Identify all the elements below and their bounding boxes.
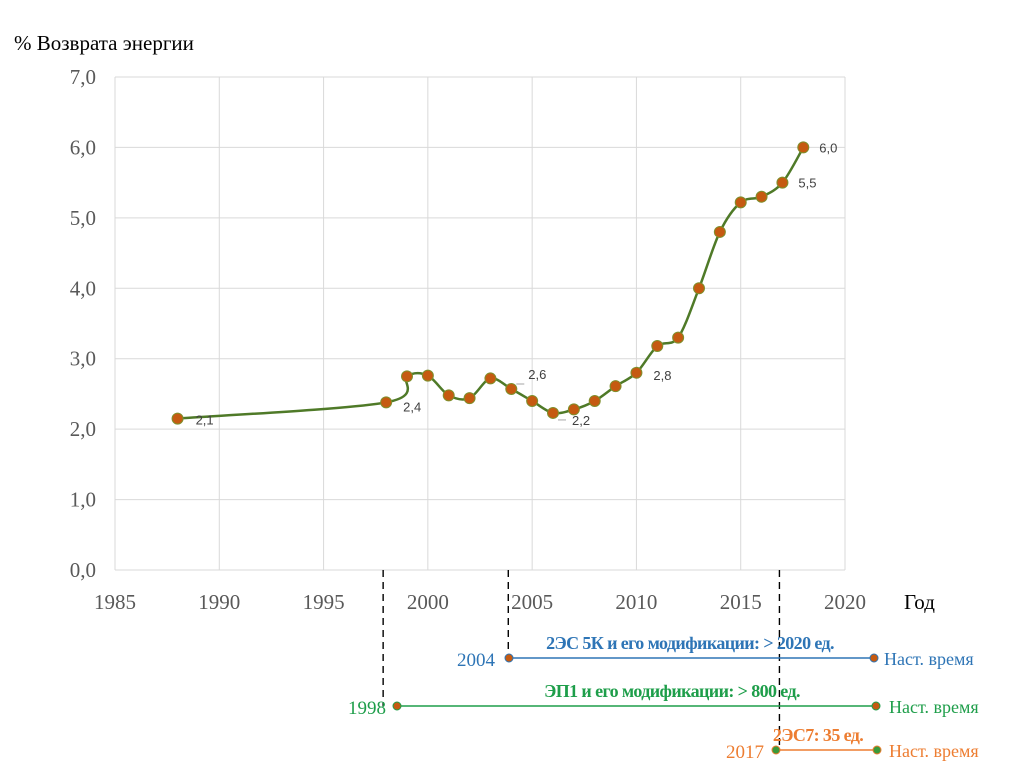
- timeline-start-label: 2004: [457, 650, 496, 671]
- x-tick-label: 2015: [720, 590, 762, 614]
- timeline-text: 2ЭС7: 35 ед.: [773, 725, 863, 745]
- data-label: 2,8: [653, 368, 671, 383]
- data-point: [567, 403, 580, 416]
- data-point: [651, 340, 664, 353]
- timeline-end-label: Наст. время: [889, 741, 979, 761]
- data-point: [609, 380, 622, 393]
- data-label: 6,0: [819, 140, 837, 155]
- x-tick-label: 1990: [198, 590, 240, 614]
- data-point: [401, 370, 413, 383]
- data-point: [693, 282, 705, 295]
- data-point: [463, 392, 476, 405]
- timeline-start-dot: [504, 653, 514, 663]
- x-tick-label: 2010: [615, 590, 657, 614]
- timeline-end-dot: [871, 701, 881, 711]
- timeline-text: ЭП1 и его модификации: > 800 ед.: [544, 681, 800, 701]
- data-label: 2,6: [528, 367, 546, 382]
- grid: [114, 76, 846, 571]
- data-point: [484, 372, 497, 385]
- timeline-end-label: Наст. время: [889, 697, 979, 717]
- x-tick-label: 2020: [824, 590, 866, 614]
- y-tick-label: 1,0: [70, 488, 96, 512]
- y-axis-title: % Возврата энергии: [14, 31, 194, 55]
- timeline-text: 2ЭС 5К и его модификации: > 2020 ед.: [546, 633, 834, 653]
- data-label: 2,4: [403, 399, 421, 414]
- data-point: [505, 382, 518, 395]
- data-point: [672, 331, 685, 344]
- y-tick-label: 2,0: [70, 417, 96, 441]
- data-point: [630, 366, 643, 379]
- x-tick-label: 2005: [511, 590, 553, 614]
- y-tick-label: 6,0: [70, 135, 96, 159]
- data-point: [755, 190, 768, 203]
- x-tick-label: 2000: [407, 590, 449, 614]
- timeline-start-dot: [771, 745, 781, 755]
- data-label: 2,2: [572, 413, 590, 428]
- y-tick-label: 4,0: [70, 276, 96, 300]
- data-point: [171, 412, 184, 425]
- timeline-start-dot: [392, 701, 402, 711]
- timeline-start-label: 1998: [348, 698, 386, 719]
- timeline-start-label: 2017: [726, 742, 764, 763]
- x-axis-title: Год: [904, 590, 935, 614]
- timeline-end-dot: [872, 745, 882, 755]
- data-labels: 2,1 2,4 2,6 2,2 2,8 5,5 6,0: [196, 140, 838, 428]
- timelines: 2004 2ЭС 5К и его модификации: > 2020 ед.…: [348, 633, 979, 763]
- data-point: [713, 225, 726, 238]
- y-tick-label: 0,0: [70, 558, 96, 582]
- timeline-end-label: Наст. время: [884, 649, 974, 669]
- y-tick-label: 3,0: [70, 347, 96, 371]
- x-tick-label: 1995: [303, 590, 345, 614]
- data-point: [442, 389, 455, 402]
- timeline-end-dot: [869, 653, 879, 663]
- data-point: [547, 406, 559, 419]
- x-tick-label: 1985: [94, 590, 136, 614]
- data-point: [421, 369, 434, 382]
- data-point: [526, 394, 539, 407]
- data-point: [776, 176, 789, 189]
- data-label: 2,1: [196, 413, 214, 428]
- data-point: [797, 141, 810, 154]
- data-point: [380, 396, 393, 409]
- data-label: 5,5: [798, 176, 816, 191]
- timeline-guides: [382, 570, 781, 750]
- y-tick-label: 5,0: [70, 206, 96, 230]
- data-point: [734, 196, 747, 209]
- tick-labels: 0,0 1,0 2,0 3,0 4,0 5,0 6,0 7,0 1985 1990 1995 2000…: [70, 65, 866, 614]
- y-tick-label: 7,0: [70, 65, 96, 89]
- series-markers: [171, 141, 810, 425]
- data-point: [588, 394, 601, 407]
